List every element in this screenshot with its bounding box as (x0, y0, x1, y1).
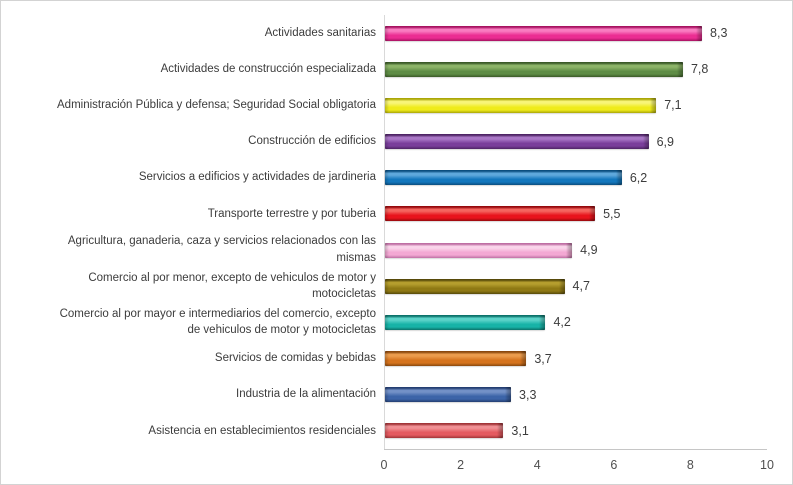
category-label: Construcción de edificios (248, 135, 376, 148)
x-tick-label: 4 (533, 458, 541, 472)
bar-track: 6,9 (384, 123, 767, 160)
value-label: 3,1 (511, 423, 529, 438)
chart-row: Comercio al por menor, excepto de vehicu… (1, 268, 767, 305)
category-label: Actividades sanitarias (264, 26, 376, 39)
chart-row: Administración Pública y defensa; Seguri… (1, 87, 767, 124)
value-label: 8,3 (710, 26, 728, 41)
bar (385, 25, 703, 41)
category-label: Comercio al por menor, excepto de vehicu… (88, 271, 376, 301)
category-label: Servicios a edificios y actividades de j… (138, 171, 376, 184)
bar-track: 3,7 (384, 340, 767, 377)
value-label: 3,3 (519, 387, 537, 402)
category-label: Transporte terrestre y por tuberia (207, 207, 376, 220)
chart-row: Industria de la alimentación 3,3 (1, 376, 767, 413)
bar-track: 4,9 (384, 232, 767, 269)
chart-row: Asistencia en establecimientos residenci… (1, 412, 767, 450)
x-tick-label: 8 (686, 458, 694, 472)
bar (385, 278, 565, 294)
category-label: Agricultura, ganaderia, caza y servicios… (67, 235, 376, 265)
x-tick-label: 2 (457, 458, 465, 472)
value-label: 4,7 (572, 279, 590, 294)
value-label: 4,9 (580, 243, 598, 258)
value-label: 7,8 (690, 62, 709, 77)
bar-track: 4,7 (384, 268, 767, 305)
value-label: 5,5 (603, 206, 621, 221)
chart-row: Servicios de comidas y bebidas 3,7 (1, 340, 767, 377)
x-axis: 0 2 4 6 8 10 (380, 449, 774, 484)
bar-track: 8,3 (384, 15, 767, 52)
bar (385, 97, 657, 113)
value-label: 7,1 (664, 98, 682, 113)
bar-track: 3,3 (384, 376, 767, 413)
category-label: Administración Pública y defensa; Seguri… (57, 99, 376, 112)
bar (385, 134, 649, 150)
x-tick-label: 6 (610, 458, 618, 472)
bar (385, 206, 596, 222)
plot-area: Actividades sanitarias 8,3 Actividades de … (1, 15, 767, 450)
chart-row: Servicios a edificios y actividades de j… (1, 159, 767, 196)
value-label: 3,7 (534, 351, 552, 366)
bar (385, 170, 622, 186)
chart-row: Construcción de edificios 6,9 (1, 123, 767, 160)
bar-track: 4,2 (384, 304, 767, 341)
chart-row: Actividades de construcción especializad… (1, 51, 767, 88)
chart-row: Actividades sanitarias 8,3 (1, 15, 767, 52)
category-label: Industria de la alimentación (236, 388, 376, 401)
value-label: 6,9 (656, 134, 674, 149)
chart-row: Agricultura, ganaderia, caza y servicios… (1, 232, 767, 269)
bar (385, 61, 683, 77)
category-label: Servicios de comidas y bebidas (214, 352, 376, 365)
value-label: 4,2 (553, 315, 571, 330)
bar-track: 7,8 (384, 51, 767, 88)
x-tick-label: 0 (380, 458, 388, 472)
chart-row: Transporte terrestre y por tuberia 5,5 (1, 195, 767, 233)
chart-row: Comercio al por mayor e intermediarios d… (1, 304, 767, 341)
bar-track: 3,1 (384, 412, 767, 450)
category-label: Asistencia en establecimientos residenci… (148, 424, 376, 437)
category-label: Comercio al por mayor e intermediarios d… (59, 307, 376, 337)
category-label: Actividades de construcción especializad… (160, 62, 376, 75)
bar (385, 242, 573, 258)
bar (385, 314, 546, 330)
bar-track: 7,1 (384, 87, 767, 124)
bar (385, 351, 527, 367)
bar (385, 387, 512, 403)
bar (385, 423, 504, 439)
value-label: 6,2 (629, 170, 648, 185)
x-tick-label: 10 (760, 458, 774, 472)
bar-track: 5,5 (384, 195, 767, 233)
bar-track: 6,2 (384, 159, 767, 196)
